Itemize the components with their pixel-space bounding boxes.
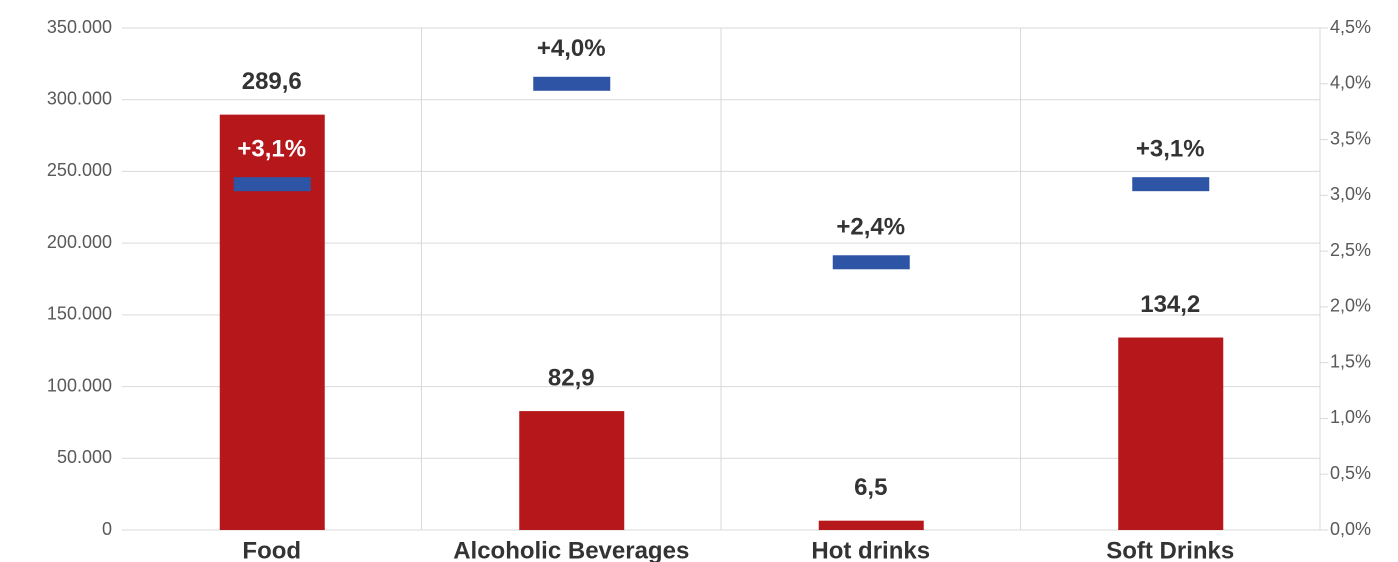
y-tick-label: 150.000: [47, 304, 112, 324]
y2-tick-label: 4,5%: [1330, 17, 1371, 37]
marker: [832, 255, 910, 270]
marker: [233, 177, 311, 192]
y-tick-label: 0: [102, 519, 112, 539]
bar: [1118, 337, 1224, 530]
y2-tick-label: 2,5%: [1330, 240, 1371, 260]
y-tick-label: 200.000: [47, 232, 112, 252]
y-tick-label: 300.000: [47, 88, 112, 108]
y2-tick-label: 2,0%: [1330, 296, 1371, 316]
data-label: 134,2: [1140, 291, 1200, 318]
y2-tick-label: 0,0%: [1330, 519, 1371, 539]
x-tick-label: Hot drinks: [811, 537, 930, 562]
bar: [219, 114, 325, 530]
x-tick-label: Alcoholic Beverages: [453, 537, 689, 562]
y2-tick-label: 1,0%: [1330, 407, 1371, 427]
x-tick-label: Soft Drinks: [1106, 537, 1234, 562]
y2-tick-label: 1,5%: [1330, 351, 1371, 371]
y-tick-label: 350.000: [47, 17, 112, 37]
data-label: +2,4%: [836, 214, 905, 241]
y2-tick-label: 4,0%: [1330, 73, 1371, 93]
data-label: 6,5: [854, 474, 887, 501]
data-label: 289,6: [242, 68, 302, 95]
bar: [519, 411, 625, 530]
bar: [818, 520, 924, 530]
data-label: +3,1%: [237, 136, 306, 163]
y-tick-label: 100.000: [47, 375, 112, 395]
y2-tick-label: 3,0%: [1330, 184, 1371, 204]
y-tick-label: 250.000: [47, 160, 112, 180]
x-tick-label: Food: [242, 537, 301, 562]
y-tick-label: 50.000: [57, 447, 112, 467]
marker: [533, 76, 611, 91]
y2-tick-label: 3,5%: [1330, 128, 1371, 148]
marker: [1132, 177, 1210, 192]
data-label: +3,1%: [1136, 136, 1205, 163]
data-label: +4,0%: [537, 35, 606, 62]
y2-tick-label: 0,5%: [1330, 463, 1371, 483]
data-label: 82,9: [548, 364, 595, 391]
